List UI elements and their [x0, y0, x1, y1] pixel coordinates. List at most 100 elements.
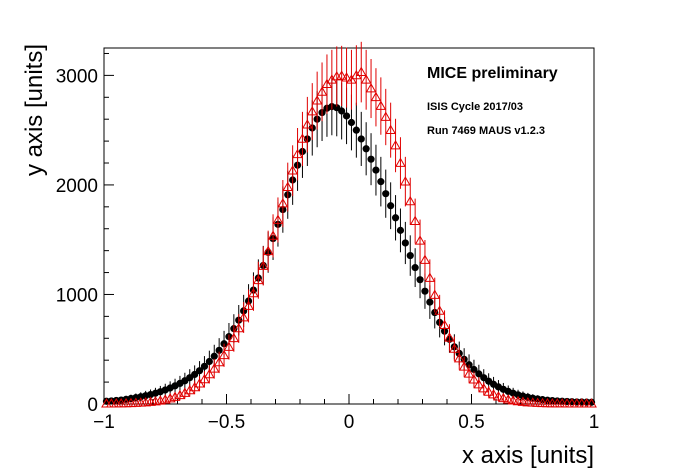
data-point-circle: [387, 202, 395, 210]
data-point-triangle: [517, 396, 529, 406]
x-tick-label: 0: [344, 412, 355, 433]
data-point-triangle: [257, 260, 269, 270]
data-point-triangle: [414, 235, 426, 245]
data-point-triangle: [248, 287, 259, 298]
data-point-triangle: [282, 181, 294, 191]
data-point-triangle: [355, 66, 367, 76]
data-point-triangle: [463, 368, 475, 378]
data-point-triangle: [419, 254, 431, 264]
data-point-triangle: [297, 133, 308, 143]
data-point-triangle: [223, 341, 235, 351]
data-point-circle: [357, 135, 365, 143]
data-point-circle: [411, 264, 419, 272]
annotation-run: Run 7469 MAUS v1.2.3: [427, 125, 545, 137]
data-point-triangle: [375, 100, 387, 110]
data-point-triangle: [350, 69, 362, 80]
x-tick-label: −0.5: [208, 412, 246, 433]
x-tick-label: −1: [93, 412, 115, 433]
data-point-triangle: [370, 91, 382, 102]
y-tick-label: 2000: [56, 176, 98, 197]
data-point-triangle: [233, 322, 245, 333]
y-axis-tick-labels: 0 1000 2000 3000: [56, 66, 98, 416]
data-point-triangle: [365, 83, 377, 93]
x-tick-label: 0.5: [458, 412, 484, 433]
data-point-circle: [416, 276, 424, 284]
series-red-triangles: [101, 41, 597, 408]
data-point-circle: [367, 155, 375, 163]
data-point-triangle: [493, 391, 504, 401]
data-point-triangle: [228, 332, 240, 343]
data-point-triangle: [390, 139, 401, 150]
data-point-circle: [475, 370, 483, 378]
data-point-triangle: [424, 272, 436, 282]
data-point-triangle: [272, 214, 284, 224]
data-point-triangle: [301, 119, 313, 129]
data-point-triangle: [497, 392, 509, 403]
data-point-triangle: [507, 395, 519, 405]
data-point-triangle: [512, 395, 524, 406]
data-point-circle: [205, 357, 213, 366]
data-point-circle: [382, 190, 390, 198]
data-point-circle: [396, 226, 405, 234]
data-point-circle: [191, 370, 199, 379]
data-point-triangle: [399, 176, 411, 186]
data-point-circle: [200, 362, 209, 370]
data-point-triangle: [468, 374, 480, 384]
data-point-triangle: [316, 86, 328, 96]
y-tick-label: 0: [87, 395, 98, 416]
y-tick-label: 3000: [56, 66, 98, 87]
data-point-triangle: [360, 74, 372, 84]
data-point-circle: [362, 145, 370, 153]
data-point-circle: [401, 239, 409, 247]
data-point-triangle: [483, 386, 495, 396]
data-point-triangle: [458, 361, 470, 371]
data-point-triangle: [385, 124, 397, 135]
data-point-triangle: [488, 388, 499, 399]
data-point-circle: [372, 166, 380, 174]
data-point-circle: [426, 298, 434, 306]
data-point-circle: [421, 287, 429, 295]
data-point-triangle: [213, 356, 225, 367]
data-point-triangle: [311, 95, 323, 105]
data-point-triangle: [267, 230, 279, 240]
data-point-triangle: [277, 198, 289, 208]
data-point-triangle: [184, 384, 196, 395]
data-point-triangle: [434, 305, 446, 315]
annotation-title: MICE preliminary: [427, 65, 558, 82]
data-point-triangle: [586, 398, 597, 408]
data-point-circle: [215, 346, 223, 354]
data-point-triangle: [306, 106, 318, 116]
data-point-triangle: [404, 195, 416, 206]
data-point-triangle: [409, 215, 421, 225]
data-point-triangle: [238, 311, 250, 322]
data-point-triangle: [179, 387, 191, 397]
data-point-triangle: [287, 165, 299, 175]
data-point-triangle: [218, 349, 230, 360]
data-point-circle: [338, 107, 346, 115]
data-point-triangle: [292, 148, 303, 159]
data-point-triangle: [448, 343, 460, 353]
x-axis-tick-labels: −1 −0.5 0 0.5 1: [93, 412, 599, 433]
data-point-triangle: [243, 300, 254, 310]
data-point-circle: [352, 126, 360, 134]
data-point-triangle: [203, 368, 215, 379]
annotation-cycle: ISIS Cycle 2017/03: [427, 101, 523, 113]
data-point-triangle: [395, 157, 406, 167]
data-point-circle: [377, 178, 385, 186]
data-point-circle: [347, 118, 356, 127]
data-point-triangle: [439, 319, 450, 330]
data-point-triangle: [262, 245, 274, 256]
data-point-triangle: [169, 391, 181, 401]
data-point-triangle: [252, 274, 264, 285]
data-point-triangle: [444, 332, 455, 342]
data-point-triangle: [453, 353, 465, 363]
y-tick-label: 1000: [56, 285, 98, 306]
data-point-triangle: [380, 111, 392, 121]
data-point-triangle: [502, 394, 514, 404]
data-point-triangle: [199, 373, 210, 384]
data-point-circle: [210, 352, 218, 360]
data-point-triangle: [429, 289, 441, 299]
data-point-triangle: [522, 396, 534, 407]
data-point-circle: [195, 367, 204, 375]
